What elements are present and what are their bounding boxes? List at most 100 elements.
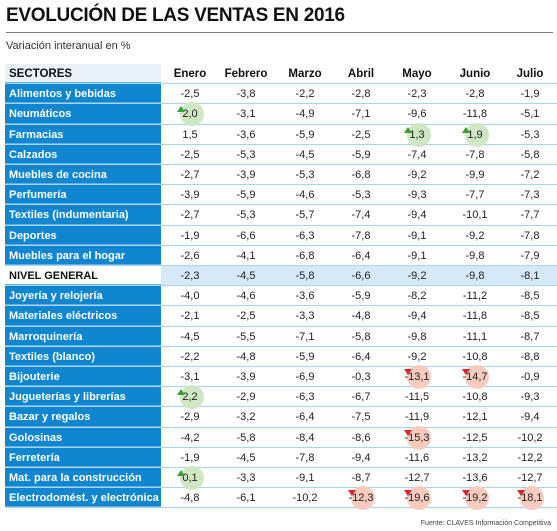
value-cell: -15,3 bbox=[391, 425, 443, 450]
value-cell: -6,4 bbox=[335, 246, 387, 265]
value-cell: -0,9 bbox=[504, 367, 556, 386]
value-cell: -8,5 bbox=[504, 306, 556, 325]
value-text: -2,5 bbox=[236, 310, 256, 323]
value-text: -4,8 bbox=[236, 350, 256, 363]
value-cell: -9,2 bbox=[391, 347, 443, 366]
value-cell: -8,1 bbox=[504, 266, 556, 285]
value-text: -5,3 bbox=[520, 128, 540, 141]
value-cell: -9,4 bbox=[391, 205, 443, 224]
value-cell: -11,6 bbox=[391, 448, 443, 467]
value-text: -7,1 bbox=[295, 330, 315, 343]
triangle-down-icon bbox=[404, 490, 412, 497]
value-cell: -11,9 bbox=[391, 407, 443, 426]
value-cell: -11,5 bbox=[391, 387, 443, 406]
table-row: Muebles para el hogar -2,6 -4,1 -6,8 -6,4 -9,… bbox=[5, 245, 557, 266]
value-cell: -12,5 bbox=[449, 428, 501, 447]
value-cell: 1,5 bbox=[164, 125, 216, 144]
value-cell: -2,1 bbox=[164, 306, 216, 325]
value-cell: -4,0 bbox=[164, 286, 216, 305]
value-text: -9,1 bbox=[407, 229, 427, 242]
value-text: -10,8 bbox=[462, 350, 488, 363]
value-text: -11,2 bbox=[462, 290, 488, 303]
value-text: -3,9 bbox=[180, 189, 200, 202]
table-row: Farmacias 1,5 -3,6 -5,9 -2,5 1,3 1,9 -5,3 bbox=[5, 122, 557, 147]
value-cell: -8,7 bbox=[504, 327, 556, 346]
triangle-up-icon bbox=[462, 126, 470, 133]
value-cell: -5,9 bbox=[335, 286, 387, 305]
value-text: -5,8 bbox=[295, 270, 315, 282]
value-text: -4,8 bbox=[180, 492, 200, 505]
value-cell: -2,9 bbox=[164, 407, 216, 426]
value-cell: -4,9 bbox=[279, 104, 331, 123]
value-text: -6,4 bbox=[351, 249, 371, 262]
value-cell: -3,2 bbox=[220, 407, 272, 426]
value-cell: -1,9 bbox=[164, 448, 216, 467]
value-cell: -4,8 bbox=[164, 488, 216, 507]
value-cell: -5,3 bbox=[504, 125, 556, 144]
value-cell: -10,8 bbox=[449, 347, 501, 366]
sector-label: Jugueterías y librerías bbox=[5, 387, 161, 407]
value-cell: -8,6 bbox=[335, 428, 387, 447]
value-text: -12,7 bbox=[517, 472, 543, 484]
value-text: -12,1 bbox=[462, 411, 488, 424]
value-text: -5,9 bbox=[236, 189, 256, 202]
value-text: -10,1 bbox=[462, 209, 488, 222]
value-cell: -6,3 bbox=[279, 387, 331, 406]
value-text: -2,9 bbox=[236, 391, 256, 404]
value-text: -9,4 bbox=[351, 451, 371, 464]
value-cell: -2,2 bbox=[164, 347, 216, 366]
value-cell: -9,9 bbox=[449, 165, 501, 184]
value-text: -5,3 bbox=[236, 209, 256, 222]
value-cell: -2,2 bbox=[279, 84, 331, 103]
value-cell: -7,7 bbox=[504, 205, 556, 224]
table-header: SECTORES Enero Febrero Marzo Abril Mayo Junio J… bbox=[5, 64, 557, 85]
month-header: Mayo bbox=[402, 68, 432, 80]
value-cell: -9,6 bbox=[391, 104, 443, 123]
value-text: -9,4 bbox=[407, 310, 427, 323]
source-note: Fuente: CLAVES Información Competitiva bbox=[420, 520, 551, 527]
value-cell: -6,4 bbox=[279, 407, 331, 426]
value-text: -8,2 bbox=[407, 290, 427, 303]
sectors-header: SECTORES bbox=[5, 64, 161, 84]
sector-label: Bazar y regalos bbox=[5, 407, 161, 427]
value-cell: -2,5 bbox=[164, 84, 216, 103]
triangle-down-icon bbox=[517, 490, 525, 497]
value-cell: -8,8 bbox=[504, 347, 556, 366]
value-cell: -9,8 bbox=[449, 246, 501, 265]
value-text: -3,9 bbox=[236, 169, 256, 181]
value-text: -3,9 bbox=[236, 371, 256, 383]
value-text: -2,2 bbox=[295, 88, 315, 101]
table-row: Bijouterie -3,1 -3,9 -6,9 -0,3 -13,1 -14,7 -0,9 bbox=[5, 365, 557, 389]
sector-label: Alimentos y bebidas bbox=[5, 84, 161, 104]
value-text: -3,3 bbox=[236, 472, 256, 484]
value-text: -9,3 bbox=[520, 391, 540, 404]
value-text: -4,6 bbox=[295, 189, 315, 202]
value-text: -2,6 bbox=[180, 249, 200, 262]
value-text: -7,8 bbox=[520, 229, 540, 242]
value-cell: -19,6 bbox=[391, 486, 443, 511]
value-cell: -2,5 bbox=[220, 306, 272, 325]
value-cell: -5,9 bbox=[335, 145, 387, 164]
value-cell: -2,3 bbox=[391, 84, 443, 103]
value-text: -6,1 bbox=[236, 492, 256, 505]
value-text: -3,6 bbox=[295, 290, 315, 303]
value-text: -9,1 bbox=[407, 249, 427, 262]
value-cell: -4,6 bbox=[220, 286, 272, 305]
value-cell: -11,2 bbox=[449, 286, 501, 305]
triangle-down-icon bbox=[404, 369, 412, 375]
value-text: -5,8 bbox=[236, 431, 256, 444]
value-text: -9,1 bbox=[295, 472, 315, 484]
value-text: 1,9 bbox=[467, 128, 483, 141]
sector-label: Calzados bbox=[5, 144, 161, 164]
value-cell: -7,3 bbox=[504, 185, 556, 204]
value-cell: -8,5 bbox=[504, 286, 556, 305]
value-cell: -12,1 bbox=[449, 407, 501, 426]
value-cell: -3,8 bbox=[220, 84, 272, 103]
value-text: -5,7 bbox=[295, 209, 315, 222]
value-cell: -6,1 bbox=[220, 488, 272, 507]
value-text: -5,9 bbox=[351, 290, 371, 303]
value-text: -2,9 bbox=[180, 411, 200, 424]
value-cell: -4,8 bbox=[220, 347, 272, 366]
value-cell: -11,8 bbox=[449, 306, 501, 325]
value-cell: -7,1 bbox=[279, 327, 331, 346]
